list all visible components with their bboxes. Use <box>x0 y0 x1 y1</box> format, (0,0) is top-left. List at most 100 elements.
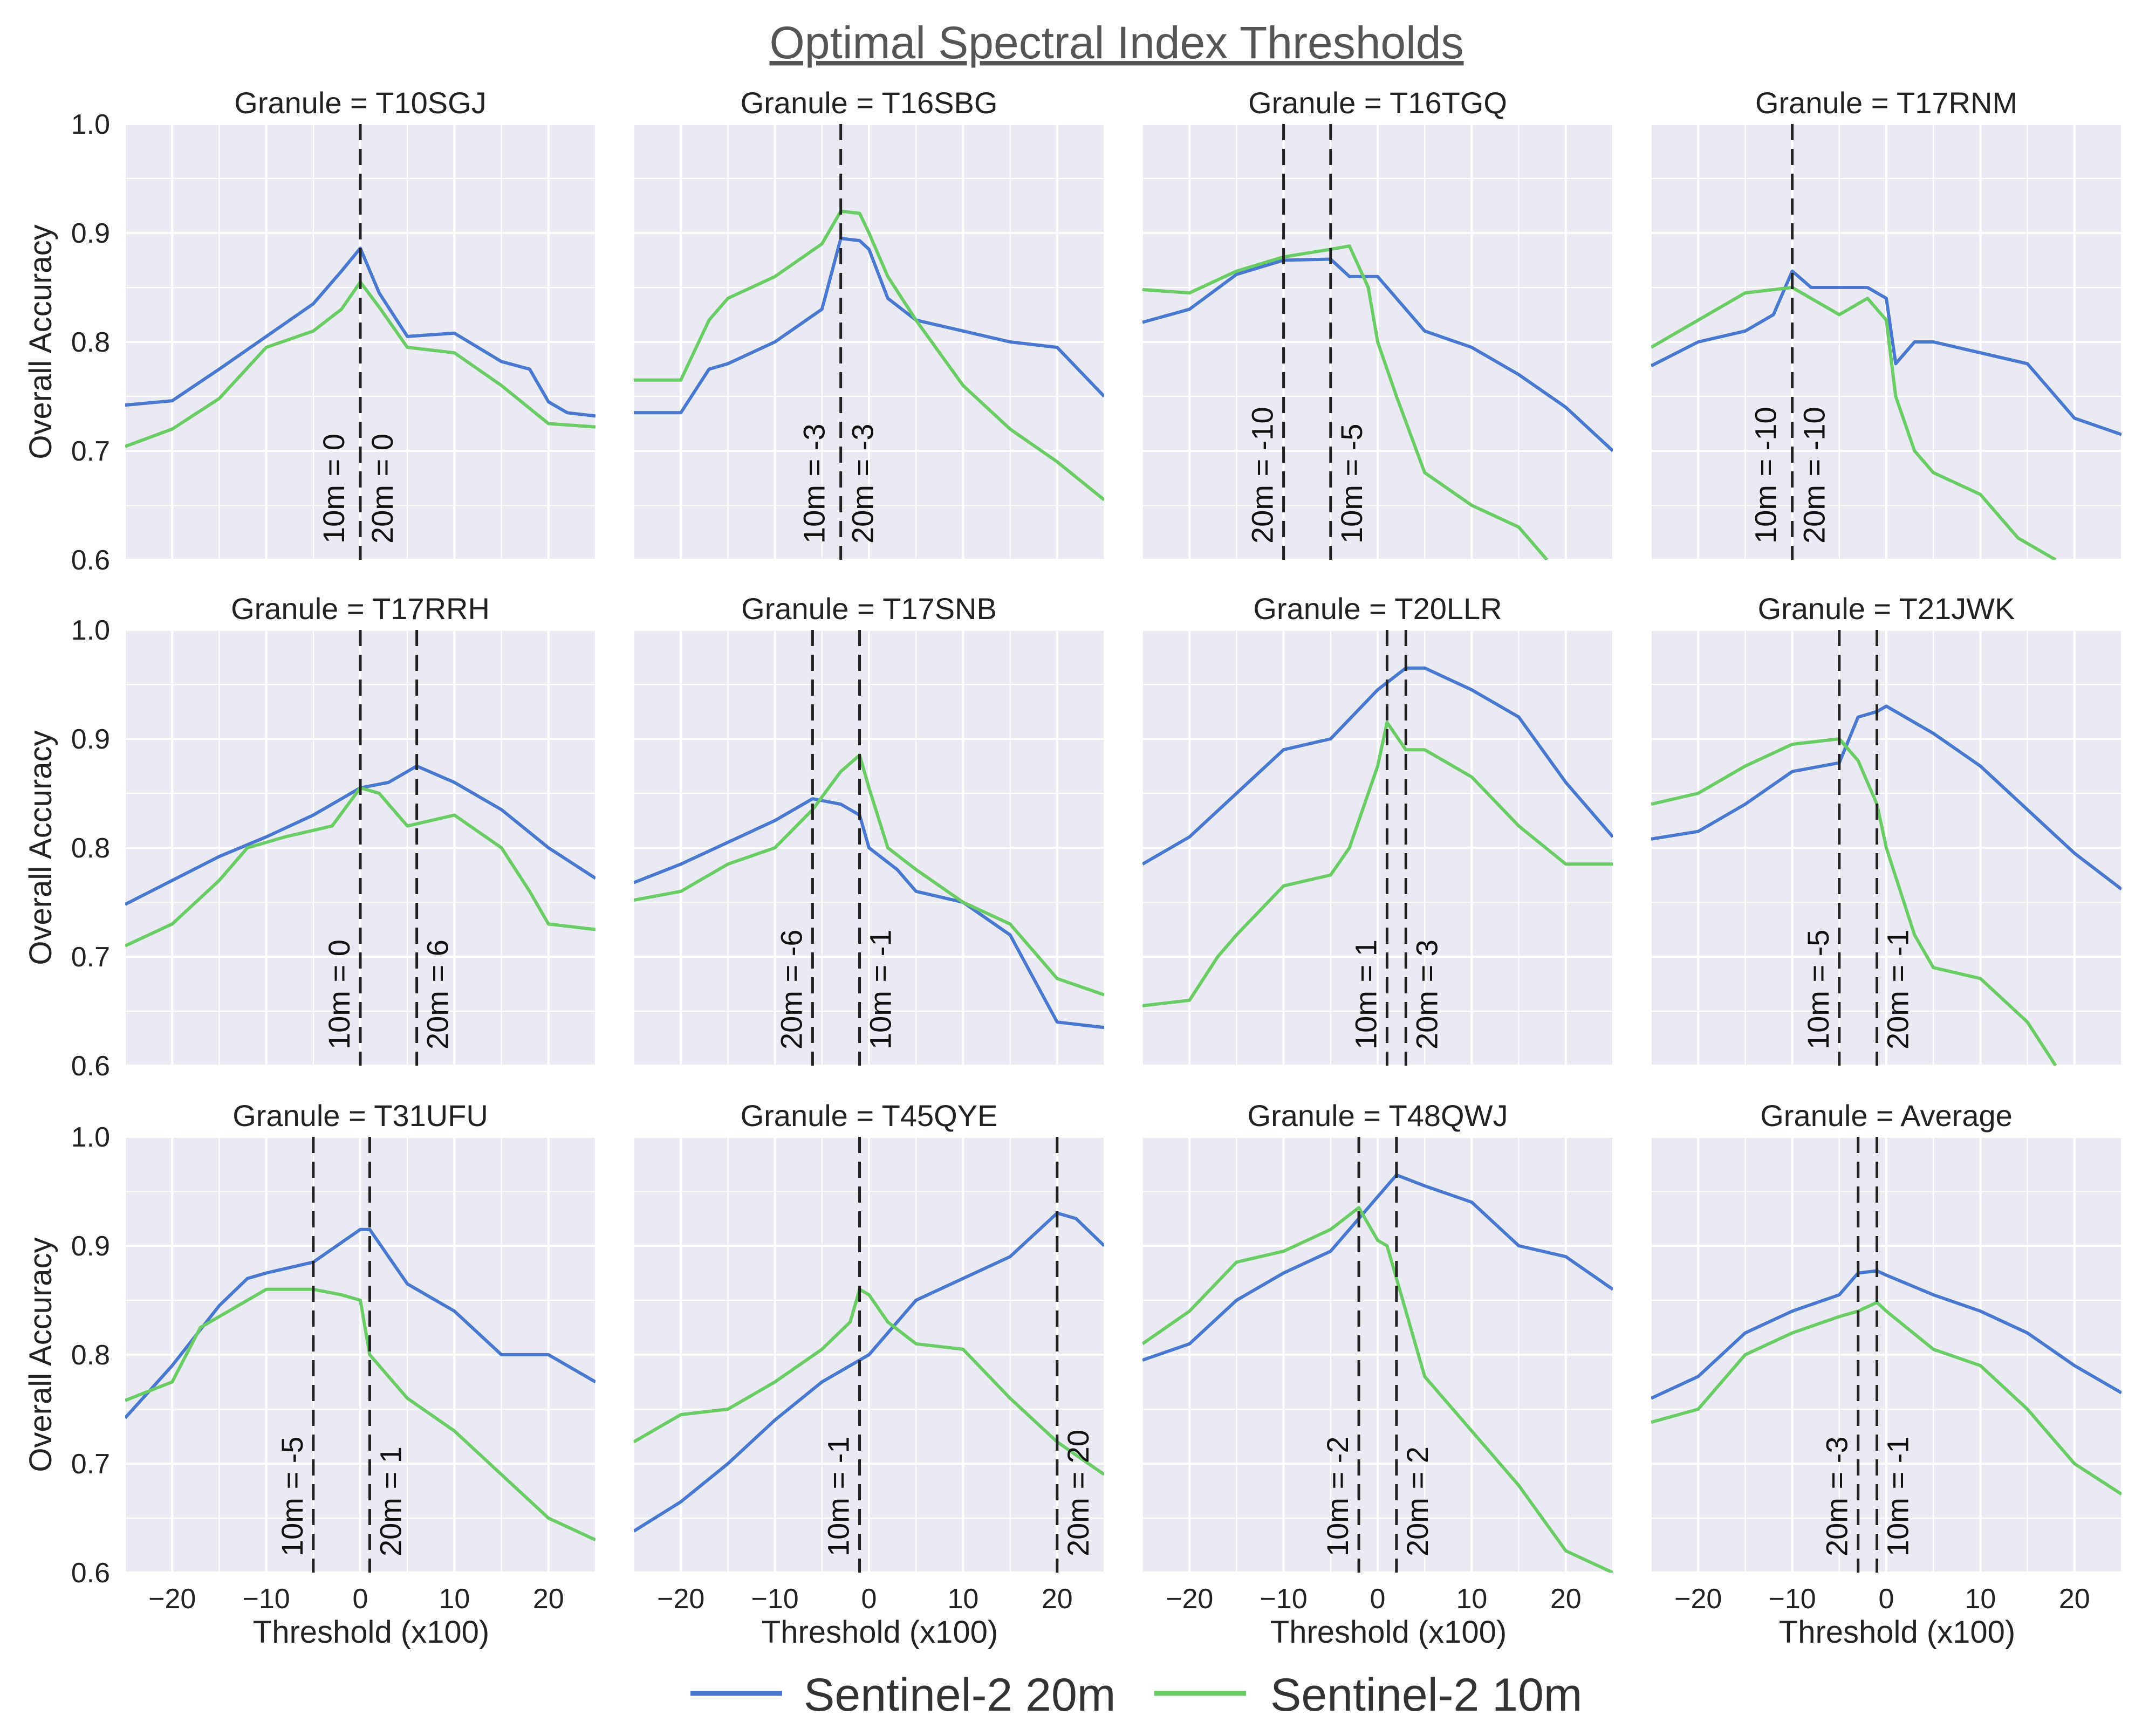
panel: 10m = -2 20m = 2 Granule = T48QWJ −20 −10 0 10… <box>1142 1099 1613 1650</box>
y-axis-label: Overall Accuracy <box>23 730 58 965</box>
panel: 10m = 0 20m = 6 Granule = T17RRH 0.6 0.7 0.8 0… <box>23 592 596 1082</box>
threshold-label: 10m = -2 <box>1320 1436 1354 1556</box>
panel-title: Granule = T48QWJ <box>1248 1099 1508 1133</box>
panel-title: Granule = T16TGQ <box>1248 86 1507 120</box>
x-tick-label: −10 <box>751 1583 798 1615</box>
threshold-label: 20m = -6 <box>774 929 808 1049</box>
series-line-10m <box>634 1287 1104 1476</box>
legend-label-10m: Sentinel-2 10m <box>1270 1669 1582 1721</box>
x-tick-label: −20 <box>148 1583 196 1615</box>
threshold-label: 20m = 20 <box>1061 1430 1095 1556</box>
x-tick-label: 0 <box>1879 1583 1894 1615</box>
panel: 10m = -5 20m = 1 Granule = T31UFU 0.6 0.7 0.8… <box>23 1099 596 1650</box>
x-tick-label: −10 <box>242 1583 290 1615</box>
threshold-label: 20m = 6 <box>421 939 455 1049</box>
series-line-10m <box>634 753 1104 997</box>
x-tick-label: 0 <box>861 1583 877 1615</box>
panel: 10m = -10 20m = -10 Granule = T17RNM <box>1651 86 2122 561</box>
y-tick-label: 0.7 <box>71 436 110 467</box>
y-tick-label: 0.6 <box>71 1051 110 1082</box>
threshold-label: 20m = -1 <box>1881 929 1915 1049</box>
threshold-label: 10m = -5 <box>1801 929 1835 1049</box>
x-tick-label: −20 <box>1674 1583 1722 1615</box>
panel-title: Granule = T10SGJ <box>234 86 486 120</box>
x-tick-label: 10 <box>1456 1583 1487 1615</box>
series-line-10m <box>125 786 596 948</box>
panel-title: Granule = T20LLR <box>1253 592 1502 626</box>
panel-title: Granule = T45QYE <box>741 1099 998 1133</box>
series-line-20m <box>634 237 1104 415</box>
panel-title: Granule = T17RRH <box>231 592 490 626</box>
panel-title: Granule = Average <box>1760 1099 2013 1133</box>
panel: 10m = -3 20m = -3 Granule = T16SBG <box>633 86 1105 561</box>
y-tick-label: 0.8 <box>71 327 110 358</box>
x-tick-label: 20 <box>2059 1583 2090 1615</box>
x-tick-label: −20 <box>1166 1583 1213 1615</box>
y-tick-label: 0.7 <box>71 1449 110 1480</box>
y-tick-label: 0.6 <box>71 1557 110 1589</box>
legend: Sentinel-2 20m Sentinel-2 10m <box>690 1669 1582 1721</box>
series-line-10m <box>634 209 1104 502</box>
y-tick-label: 0.7 <box>71 942 110 973</box>
x-tick-label: 20 <box>1550 1583 1582 1615</box>
x-tick-label: −20 <box>657 1583 704 1615</box>
x-axis-label: Threshold (x100) <box>1270 1615 1507 1650</box>
x-tick-label: 0 <box>1370 1583 1386 1615</box>
panel-title: Granule = T17SNB <box>741 592 997 626</box>
panels-grid: 10m = 0 20m = 0 Granule = T10SGJ 0.6 0.7 0.8 0… <box>23 86 2122 1650</box>
threshold-label: 20m = 3 <box>1409 939 1443 1049</box>
series-line-20m <box>1651 269 2122 436</box>
series-line-10m <box>1142 1206 1613 1573</box>
x-tick-label: −10 <box>1768 1583 1816 1615</box>
threshold-label: 20m = -3 <box>846 423 880 544</box>
threshold-label: 10m = -5 <box>275 1436 309 1556</box>
series-line-20m <box>125 764 596 906</box>
panel: 10m = 1 20m = 3 Granule = T20LLR <box>1142 592 1613 1067</box>
y-tick-label: 1.0 <box>71 109 110 140</box>
y-tick-label: 0.8 <box>71 833 110 864</box>
panel-title: Granule = T31UFU <box>232 1099 488 1133</box>
x-tick-label: −10 <box>1260 1583 1307 1615</box>
threshold-label: 10m = -1 <box>1881 1436 1915 1556</box>
x-tick-label: 0 <box>353 1583 368 1615</box>
threshold-label: 20m = 1 <box>373 1446 407 1556</box>
legend-label-20m: Sentinel-2 20m <box>804 1669 1116 1721</box>
series-line-10m <box>1142 721 1613 1007</box>
y-axis-label: Overall Accuracy <box>23 224 58 459</box>
threshold-label: 20m = -10 <box>1245 407 1279 544</box>
series-line-10m <box>1651 286 2057 560</box>
x-axis-label: Threshold (x100) <box>1779 1615 2015 1650</box>
y-tick-label: 1.0 <box>71 1122 110 1153</box>
y-tick-label: 0.9 <box>71 1231 110 1262</box>
y-tick-label: 1.0 <box>71 615 110 646</box>
series-line-20m <box>1142 666 1613 866</box>
series-line-20m <box>125 1227 596 1419</box>
threshold-label: 10m = 0 <box>322 939 356 1049</box>
threshold-label: 20m = -3 <box>1820 1436 1854 1556</box>
threshold-label: 10m = -1 <box>864 929 898 1049</box>
series-line-10m <box>125 1287 596 1542</box>
panel: 20m = -3 10m = -1 Granule = Average −20 −10 0… <box>1651 1099 2122 1650</box>
threshold-label: 10m = 1 <box>1349 939 1383 1049</box>
series-line-10m <box>1651 1301 2122 1496</box>
x-tick-label: 20 <box>1042 1583 1073 1615</box>
figure-title: Optimal Spectral Index Thresholds <box>769 17 1463 68</box>
panel: 20m = -6 10m = -1 Granule = T17SNB <box>633 592 1105 1067</box>
threshold-label: 10m = 0 <box>317 434 351 544</box>
series-line-20m <box>634 797 1104 1030</box>
y-tick-label: 0.9 <box>71 218 110 249</box>
x-tick-label: 10 <box>1965 1583 1996 1615</box>
x-tick-label: 10 <box>947 1583 978 1615</box>
threshold-label: 20m = 2 <box>1400 1446 1434 1556</box>
threshold-label: 20m = -10 <box>1797 407 1831 544</box>
panel-title: Granule = T17RNM <box>1755 86 2017 120</box>
panel: 20m = -10 10m = -5 Granule = T16TGQ <box>1142 86 1613 561</box>
y-tick-label: 0.6 <box>71 545 110 576</box>
panel: 10m = -5 20m = -1 Granule = T21JWK <box>1651 592 2122 1067</box>
x-axis-label: Threshold (x100) <box>253 1615 489 1650</box>
x-axis-label: Threshold (x100) <box>762 1615 998 1650</box>
threshold-label: 10m = -1 <box>822 1436 856 1556</box>
y-axis-label: Overall Accuracy <box>23 1237 58 1472</box>
panel: 10m = 0 20m = 0 Granule = T10SGJ 0.6 0.7 0.8 0… <box>23 86 596 576</box>
